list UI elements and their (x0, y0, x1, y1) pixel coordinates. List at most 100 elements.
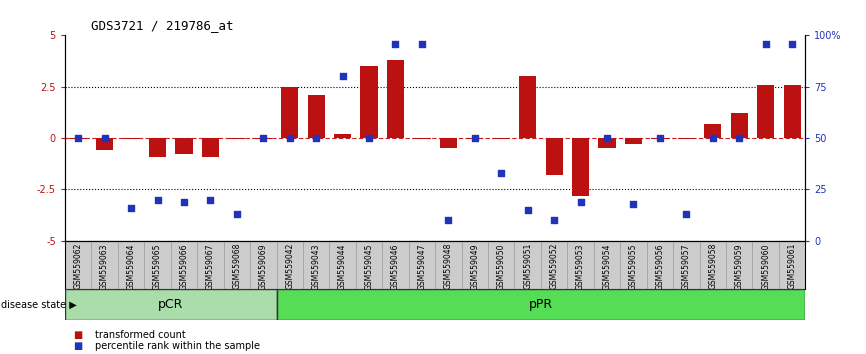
Text: GSM559050: GSM559050 (497, 243, 506, 290)
Text: GSM559068: GSM559068 (232, 243, 242, 290)
Bar (96, 138, 113, 150)
Text: transformed count: transformed count (95, 330, 186, 339)
Text: GSM559064: GSM559064 (126, 243, 136, 290)
Point (415, 41, 429, 46)
Bar (466, 138, 483, 139)
Bar (329, 241, 356, 289)
Point (362, 135, 376, 141)
Text: GSM559056: GSM559056 (656, 243, 664, 290)
Bar (546, 138, 563, 175)
Text: GSM559044: GSM559044 (338, 243, 347, 290)
Point (733, 135, 746, 141)
Text: GSM559066: GSM559066 (179, 243, 189, 290)
Point (600, 135, 614, 141)
Bar (69, 138, 87, 139)
Bar (673, 241, 700, 289)
Point (494, 170, 508, 176)
Text: ■: ■ (74, 330, 83, 339)
Bar (65, 241, 92, 289)
Text: GSM559051: GSM559051 (523, 243, 533, 290)
Point (256, 135, 270, 141)
Text: GSM559045: GSM559045 (365, 243, 373, 290)
Point (573, 199, 587, 205)
Text: GSM559058: GSM559058 (708, 243, 717, 290)
Bar (647, 241, 673, 289)
Point (283, 135, 297, 141)
Text: pPR: pPR (529, 298, 553, 311)
Point (177, 199, 191, 205)
Bar (651, 138, 669, 139)
Text: GSM559047: GSM559047 (417, 243, 426, 290)
Text: GSM559043: GSM559043 (312, 243, 320, 290)
Point (151, 197, 165, 202)
Point (627, 201, 641, 207)
Point (204, 197, 217, 202)
Bar (276, 241, 303, 289)
Text: GSM559055: GSM559055 (629, 243, 638, 290)
Point (71, 135, 85, 141)
Point (520, 207, 534, 213)
Text: GDS3721 / 219786_at: GDS3721 / 219786_at (91, 19, 234, 33)
Text: GSM559061: GSM559061 (788, 243, 797, 290)
Bar (519, 76, 536, 138)
Bar (202, 138, 219, 156)
Text: GSM559067: GSM559067 (206, 243, 215, 290)
Bar (356, 241, 382, 289)
Text: GSM559052: GSM559052 (550, 243, 559, 290)
Bar (223, 241, 250, 289)
Text: GSM559049: GSM559049 (470, 243, 479, 290)
Bar (757, 85, 774, 138)
Point (785, 41, 799, 46)
Point (706, 135, 720, 141)
Bar (678, 138, 695, 139)
Bar (462, 241, 488, 289)
Text: GSM559048: GSM559048 (444, 243, 453, 290)
Bar (514, 241, 541, 289)
Bar (303, 241, 329, 289)
Text: percentile rank within the sample: percentile rank within the sample (95, 341, 261, 351)
Bar (334, 134, 352, 138)
Bar (409, 241, 435, 289)
Point (680, 211, 694, 217)
Point (124, 205, 138, 211)
Bar (572, 138, 589, 195)
Point (653, 135, 667, 141)
Bar (779, 241, 805, 289)
Bar (413, 138, 430, 139)
Text: GSM559062: GSM559062 (74, 243, 82, 290)
Bar (753, 241, 779, 289)
Point (98, 135, 112, 141)
Bar (145, 241, 171, 289)
Bar (567, 241, 594, 289)
Bar (65, 289, 276, 320)
Point (229, 211, 243, 217)
Text: disease state ▶: disease state ▶ (1, 299, 76, 309)
Bar (307, 95, 325, 138)
Bar (122, 138, 139, 139)
Text: GSM559060: GSM559060 (761, 243, 770, 290)
Text: GSM559057: GSM559057 (682, 243, 691, 290)
Bar (704, 124, 721, 138)
Bar (620, 241, 647, 289)
Text: GSM559042: GSM559042 (285, 243, 294, 290)
Bar (250, 241, 276, 289)
Bar (149, 138, 166, 156)
Bar (171, 241, 197, 289)
Text: GSM559063: GSM559063 (100, 243, 109, 290)
Text: GSM559065: GSM559065 (153, 243, 162, 290)
Point (389, 41, 403, 46)
Text: GSM559046: GSM559046 (391, 243, 400, 290)
Text: ■: ■ (74, 341, 83, 351)
Bar (700, 241, 726, 289)
Bar (625, 138, 642, 144)
Bar (726, 241, 753, 289)
Bar (731, 113, 748, 138)
Bar (229, 138, 245, 139)
Bar (118, 241, 145, 289)
Bar (276, 289, 805, 320)
Text: GSM559054: GSM559054 (603, 243, 611, 290)
Text: GSM559053: GSM559053 (576, 243, 585, 290)
Bar (92, 241, 118, 289)
Bar (784, 85, 801, 138)
Point (468, 135, 481, 141)
